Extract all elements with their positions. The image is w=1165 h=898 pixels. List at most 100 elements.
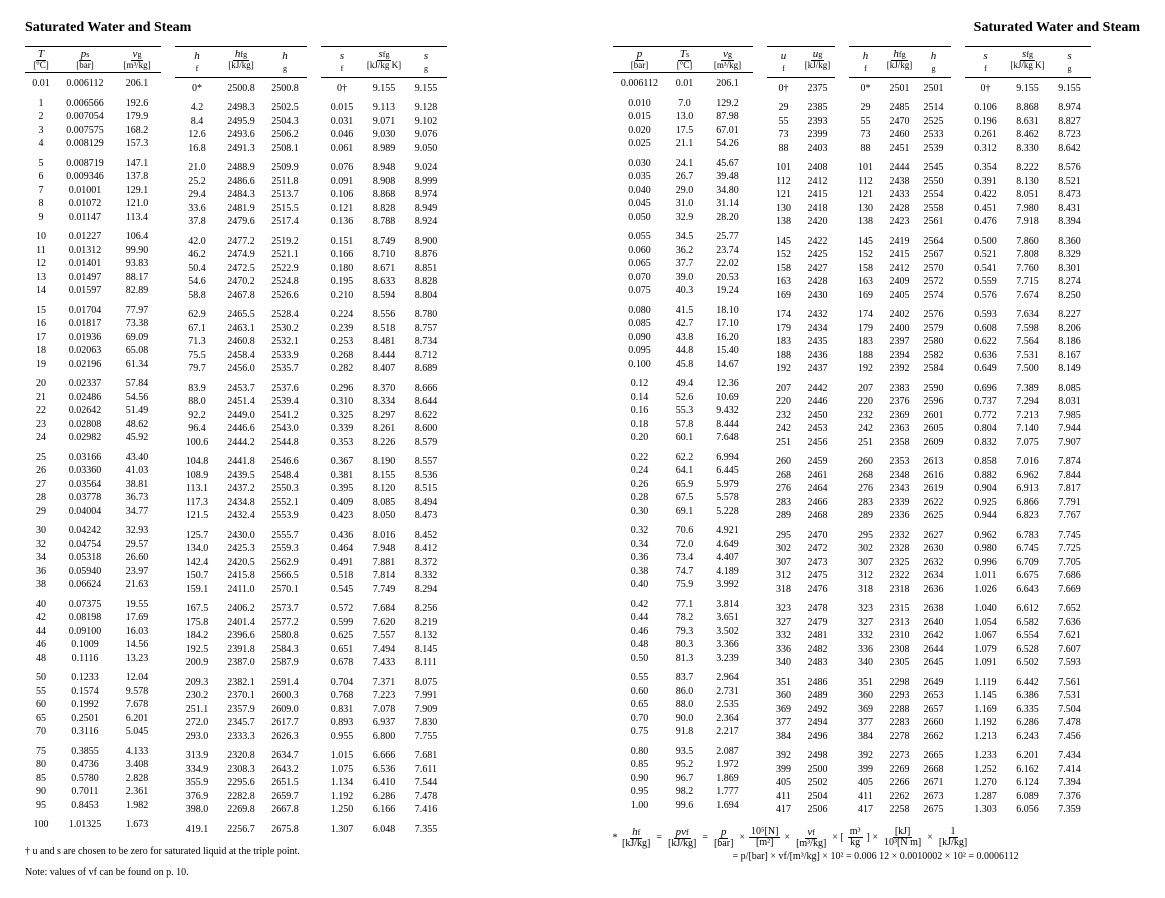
table-cell: 2345.7 <box>219 716 263 730</box>
table-row: 1.1346.4107.544 <box>321 776 447 790</box>
table-cell: 69.09 <box>113 331 161 345</box>
table-cell: 8.999 <box>405 175 447 189</box>
table-cell: 0.06624 <box>57 578 113 592</box>
table-cell: 65 <box>25 712 57 726</box>
table-row: 0.05534.525.77 <box>613 230 753 244</box>
table-cell: 0.882 <box>965 469 1007 483</box>
table-cell: 29 <box>25 505 57 519</box>
table-cell: 2472 <box>801 542 835 556</box>
table-cell: 5 <box>25 157 57 171</box>
table-cell: 2566.5 <box>263 569 307 583</box>
table-cell: 174 <box>767 308 801 322</box>
table-cell: 2308.3 <box>219 763 263 777</box>
table-cell: 0.006112 <box>57 77 113 91</box>
table-cell: 8.031 <box>1049 395 1091 409</box>
table-cell: 2495.9 <box>219 115 263 129</box>
table-row: 398.02269.82667.8 <box>175 803 307 817</box>
table-cell: 152 <box>849 248 883 262</box>
table-cell: 276 <box>849 482 883 496</box>
table-cell: 318 <box>767 583 801 597</box>
table-row: 0.2665.95.979 <box>613 478 753 492</box>
table-cell: 3.502 <box>703 625 753 639</box>
table-cell: 2544.8 <box>263 436 307 450</box>
table-cell: 7.531 <box>1049 689 1091 703</box>
table-cell: 7.359 <box>1049 803 1091 817</box>
table-cell: 1.982 <box>113 799 161 813</box>
table-row: 0.2538.4818.734 <box>321 335 447 349</box>
table-row: 0.3818.1558.536 <box>321 469 447 483</box>
table-cell: 15 <box>25 304 57 318</box>
table-cell: 0.391 <box>965 175 1007 189</box>
table-cell: 2478 <box>801 602 835 616</box>
table-cell: 163 <box>849 275 883 289</box>
table-cell: 64.1 <box>667 464 703 478</box>
table-cell: 0.009346 <box>57 170 113 184</box>
table-row: 0.02521.154.26 <box>613 137 753 151</box>
table-row: 500.123312.04 <box>25 671 161 685</box>
table-row: 0.4517.9808.431 <box>965 202 1091 216</box>
table-cell: 260 <box>767 455 801 469</box>
table-cell: 54.26 <box>703 137 753 151</box>
table-cell: 2425.3 <box>219 542 263 556</box>
table-row: 2762464 <box>767 482 835 496</box>
table-cell: 81.3 <box>667 652 703 666</box>
table-cell: 336 <box>849 643 883 657</box>
table-row: 0.4277.13.814 <box>613 598 753 612</box>
table-row: 25.22486.62511.8 <box>175 175 307 189</box>
table-cell: 7.213 <box>1007 409 1049 423</box>
table-cell: 55 <box>25 685 57 699</box>
table-row: 35122982649 <box>849 676 951 690</box>
table-cell: 0.151 <box>321 235 363 249</box>
table-row: 1882436 <box>767 349 835 363</box>
table-row: 340.0531826.60 <box>25 551 161 565</box>
table-row: 37722832660 <box>849 716 951 730</box>
table-cell: 2.217 <box>703 725 753 739</box>
table-cell: 417 <box>767 803 801 817</box>
table-cell: 7.985 <box>1049 409 1091 423</box>
table-cell: 8.016 <box>363 529 405 543</box>
table-cell: 36 <box>25 565 57 579</box>
table-row: 13824232561 <box>849 215 951 229</box>
table-cell: 15.40 <box>703 344 753 358</box>
table-cell: 0.061 <box>321 142 363 156</box>
table-cell: 7.611 <box>405 763 447 777</box>
table-cell: 2442 <box>801 382 835 396</box>
table-cell: 0.65 <box>613 698 667 712</box>
table-cell: 302 <box>849 542 883 556</box>
table-cell: 0.44 <box>613 611 667 625</box>
table-cell: 96.4 <box>175 422 219 436</box>
table-cell: 58.8 <box>175 289 219 303</box>
table-cell: 1.307 <box>321 823 363 837</box>
table-cell: 405 <box>767 776 801 790</box>
table-cell: 2459 <box>801 455 835 469</box>
table-cell: 2524.8 <box>263 275 307 289</box>
table-row: 31223222634 <box>849 569 951 583</box>
table-cell: 7.749 <box>363 583 405 597</box>
table-cell: 351 <box>767 676 801 690</box>
table-cell: 8.444 <box>363 349 405 363</box>
table-cell: 54.6 <box>175 275 219 289</box>
table-cell: 88.17 <box>113 271 161 285</box>
table-cell: 0.091 <box>321 175 363 189</box>
table-cell: 14.67 <box>703 358 753 372</box>
table-row: 0.1368.7888.924 <box>321 215 447 229</box>
table-cell: 2305 <box>883 656 917 670</box>
table-row: 0.9096.71.869 <box>613 772 753 786</box>
table-cell: 2479 <box>801 616 835 630</box>
table-cell: 13 <box>25 271 57 285</box>
table-row: 460.100914.56 <box>25 638 161 652</box>
table-cell: 2400 <box>883 322 917 336</box>
table-row: 0.5417.7608.301 <box>965 262 1091 276</box>
table-cell: 2282.8 <box>219 790 263 804</box>
table-cell: 2605 <box>917 422 951 436</box>
table-cell: 8.723 <box>1049 128 1091 142</box>
table-cell: 69.1 <box>667 505 703 519</box>
table-cell: 192 <box>767 362 801 376</box>
table-cell: 20 <box>25 377 57 391</box>
table-cell: 79.7 <box>175 362 219 376</box>
table-cell: 332 <box>849 629 883 643</box>
table-row: 34023052645 <box>849 656 951 670</box>
table-row: 24223632605 <box>849 422 951 436</box>
table-cell: 137.8 <box>113 170 161 184</box>
table-row: 3842496 <box>767 730 835 744</box>
